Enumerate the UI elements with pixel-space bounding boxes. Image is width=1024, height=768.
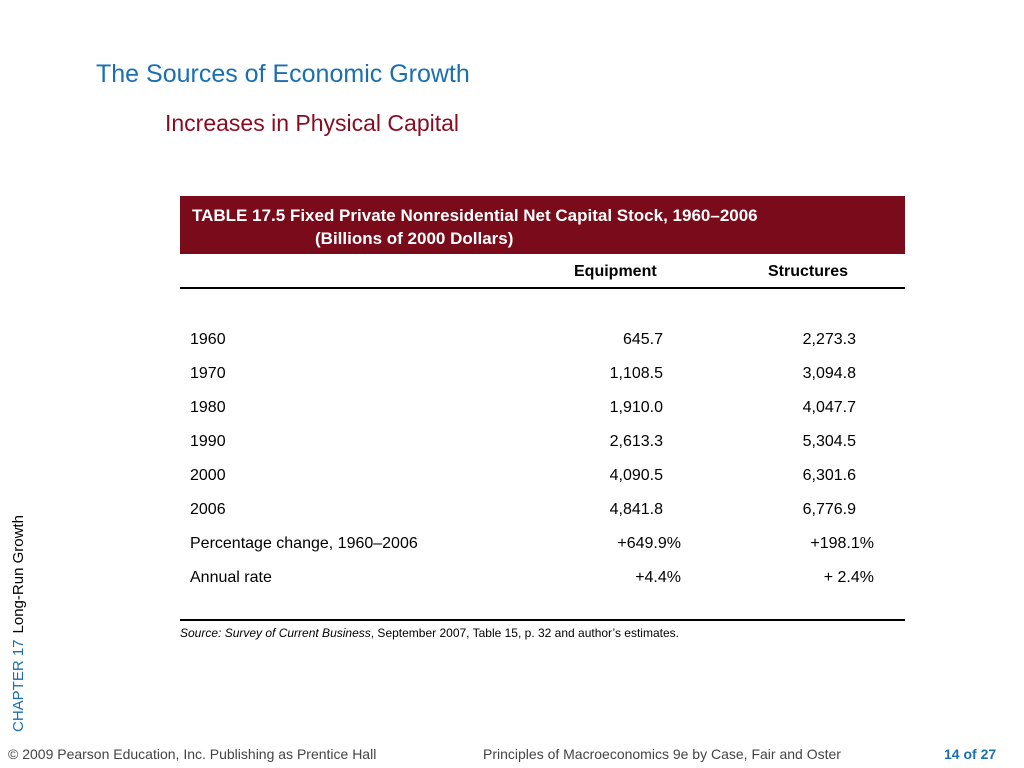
- source-label: Source: Survey of Current Business: [180, 626, 371, 640]
- row-label: Annual rate: [190, 569, 272, 586]
- equipment-value: 4,090.5: [609, 467, 663, 484]
- footer-page-number: 14 of 27: [944, 746, 997, 762]
- row-label: 2000: [190, 467, 226, 484]
- table-row: 1960 645.7 2,273.3: [0, 331, 1024, 355]
- table-caption-line2: (Billions of 2000 Dollars): [315, 229, 514, 248]
- equipment-value: +4.4%: [635, 569, 681, 586]
- source-details: , September 2007, Table 15, p. 32 and au…: [370, 626, 679, 640]
- equipment-value: 1,910.0: [609, 399, 663, 416]
- footer-copyright: © 2009 Pearson Education, Inc. Publishin…: [8, 746, 377, 762]
- structures-value: 6,301.6: [802, 467, 856, 484]
- structures-value: + 2.4%: [823, 569, 874, 586]
- equipment-value: 645.7: [622, 331, 663, 348]
- row-label: Percentage change, 1960–2006: [190, 535, 418, 552]
- table-row: 2006 4,841.8 6,776.9: [0, 501, 1024, 525]
- table-row: 1990 2,613.3 5,304.5: [0, 433, 1024, 457]
- footer-book-title: Principles of Macroeconomics 9e by Case,…: [483, 746, 841, 762]
- slide-subtitle: Increases in Physical Capital: [165, 110, 460, 136]
- chapter-number: CHAPTER 17: [10, 639, 27, 732]
- slide-title: The Sources of Economic Growth: [96, 60, 470, 88]
- column-header-equipment: Equipment: [574, 263, 657, 280]
- table-bottom-rule: [180, 619, 905, 621]
- structures-value: 3,094.8: [802, 365, 856, 382]
- structures-value: 2,273.3: [802, 331, 856, 348]
- column-header-structures: Structures: [768, 263, 849, 280]
- table-top-rule: [180, 287, 905, 289]
- equipment-value: 2,613.3: [609, 433, 663, 450]
- row-label: 1970: [190, 365, 226, 382]
- row-label: 1960: [190, 331, 226, 348]
- structures-value: 6,776.9: [802, 501, 856, 518]
- structures-value: +198.1%: [810, 535, 874, 552]
- table-source-note: Source: Survey of Current Business, Sept…: [180, 626, 679, 640]
- chapter-sidebar: CHAPTER 17 Long-Run Growth: [10, 515, 27, 732]
- table-caption: TABLE 17.5 Fixed Private Nonresidential …: [180, 196, 905, 254]
- table-row: 1980 1,910.0 4,047.7: [0, 399, 1024, 423]
- structures-value: 4,047.7: [802, 399, 856, 416]
- row-label: 1980: [190, 399, 226, 416]
- row-label: 1990: [190, 433, 226, 450]
- table-row: 1970 1,108.5 3,094.8: [0, 365, 1024, 389]
- equipment-value: 1,108.5: [609, 365, 663, 382]
- table-row: Annual rate +4.4% + 2.4%: [0, 569, 1024, 593]
- chapter-topic: Long-Run Growth: [10, 515, 27, 634]
- equipment-value: +649.9%: [617, 535, 681, 552]
- structures-value: 5,304.5: [802, 433, 856, 450]
- row-label: 2006: [190, 501, 226, 518]
- table-row: Percentage change, 1960–2006 +649.9% +19…: [0, 535, 1024, 559]
- equipment-value: 4,841.8: [609, 501, 663, 518]
- table-caption-line1: TABLE 17.5 Fixed Private Nonresidential …: [192, 206, 758, 225]
- table-row: 2000 4,090.5 6,301.6: [0, 467, 1024, 491]
